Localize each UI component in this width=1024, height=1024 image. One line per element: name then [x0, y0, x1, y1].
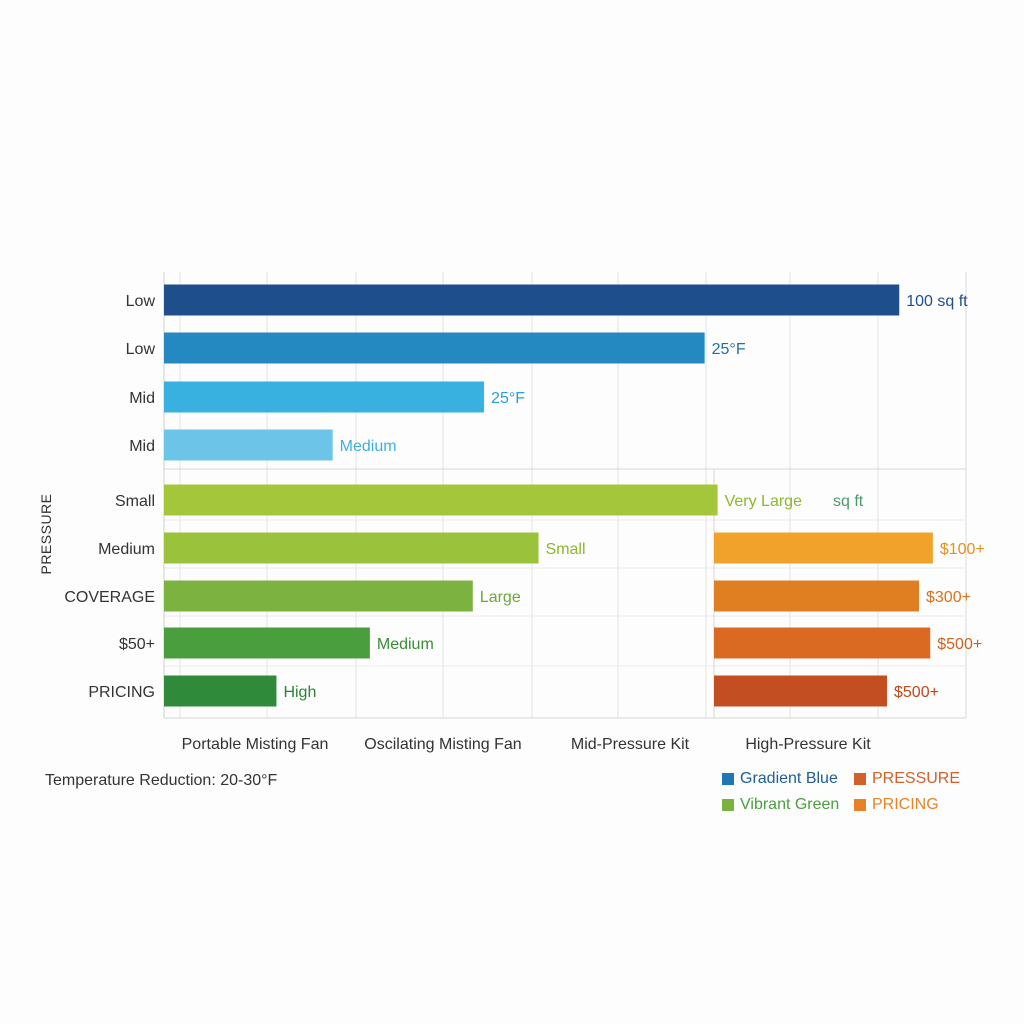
bar: [164, 580, 473, 612]
bar-value-label: 25°F: [712, 341, 746, 358]
temperature-note: Temperature Reduction: 20-30°F: [45, 772, 278, 789]
bar: [164, 484, 718, 516]
row-label: Small: [115, 493, 155, 510]
legend-item-pressure: PRESSURE: [854, 770, 964, 788]
row-label: COVERAGE: [64, 589, 155, 606]
bar-value-label: High: [283, 684, 316, 701]
bar: [164, 429, 333, 461]
bar-value-label: Medium: [340, 438, 397, 455]
bar: [164, 284, 900, 316]
legend-swatch: [854, 799, 866, 811]
legend-item-vibrant-green: Vibrant Green: [722, 796, 854, 814]
pricing-bar-value-label: $500+: [894, 684, 939, 701]
bar: [164, 532, 539, 564]
row-label: Medium: [98, 541, 155, 558]
bar-value-label: 25°F: [491, 390, 525, 407]
bar-value-label: Medium: [377, 636, 434, 653]
bar: [164, 627, 370, 659]
legend-swatch: [854, 773, 866, 785]
legend-label: PRICING: [872, 796, 939, 813]
bar-value-label: Small: [546, 541, 586, 558]
pricing-bar: [714, 627, 931, 659]
bar-extra-label: sq ft: [833, 493, 864, 510]
row-label: Low: [126, 341, 156, 358]
legend-item-gradient-blue: Gradient Blue: [722, 770, 854, 788]
row-label: PRICING: [88, 684, 155, 701]
legend-label: Gradient Blue: [740, 770, 838, 787]
legend-swatch: [722, 799, 734, 811]
labels-group: Low 100 sq ft Low 25°F Mid 25°F Mid Medium Small…: [64, 293, 984, 753]
bar: [164, 381, 485, 413]
bar-value-label: Very Large: [725, 493, 802, 510]
pricing-bar: [714, 675, 887, 707]
row-label: Mid: [129, 390, 155, 407]
legend-item-pricing: PRICING: [854, 796, 964, 814]
x-tick-label: Mid-Pressure Kit: [571, 736, 690, 753]
y-axis-title: PRESSURE: [38, 493, 54, 574]
x-tick-label: High-Pressure Kit: [745, 736, 871, 753]
legend-label: Vibrant Green: [740, 796, 840, 813]
legend-swatch: [722, 773, 734, 785]
pricing-bar-value-label: $300+: [926, 589, 971, 606]
bar-value-label: Large: [480, 589, 521, 606]
legend-label: PRESSURE: [872, 770, 961, 787]
pricing-bar: [714, 532, 933, 564]
pricing-bar: [714, 580, 920, 612]
bar-value-label: 100 sq ft: [906, 293, 968, 310]
row-label: Mid: [129, 438, 155, 455]
row-label: $50+: [119, 636, 155, 653]
bar: [164, 675, 277, 707]
x-tick-label: Portable Misting Fan: [182, 736, 329, 753]
pricing-bar-value-label: $100+: [940, 541, 985, 558]
row-label: Low: [126, 293, 156, 310]
pricing-bar-value-label: $500+: [937, 636, 982, 653]
bar: [164, 332, 705, 364]
bars-group: [164, 284, 933, 707]
x-tick-label: Oscilating Misting Fan: [364, 736, 521, 753]
legend: Gradient Blue PRESSURE Vibrant Green PRI…: [722, 770, 964, 814]
